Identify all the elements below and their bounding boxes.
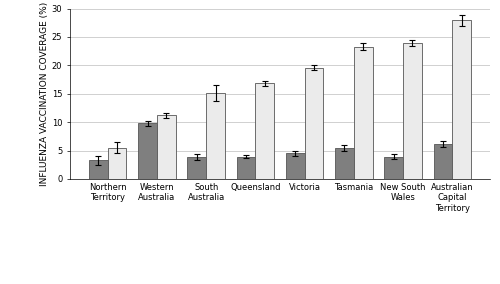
Bar xyxy=(236,157,256,179)
Bar xyxy=(108,148,126,179)
Y-axis label: INFLUENZA VACCINATION COVERAGE (%): INFLUENZA VACCINATION COVERAGE (%) xyxy=(40,2,49,186)
Bar xyxy=(384,157,403,179)
Bar xyxy=(256,83,274,179)
Bar xyxy=(403,43,421,179)
Bar xyxy=(157,115,176,179)
Bar xyxy=(434,144,452,179)
Bar xyxy=(354,47,372,179)
Bar xyxy=(452,20,471,179)
Bar xyxy=(286,153,304,179)
Bar xyxy=(188,157,206,179)
Bar xyxy=(206,93,225,179)
Bar xyxy=(335,148,354,179)
Bar xyxy=(304,68,324,179)
Bar xyxy=(138,123,157,179)
Bar xyxy=(89,160,108,179)
